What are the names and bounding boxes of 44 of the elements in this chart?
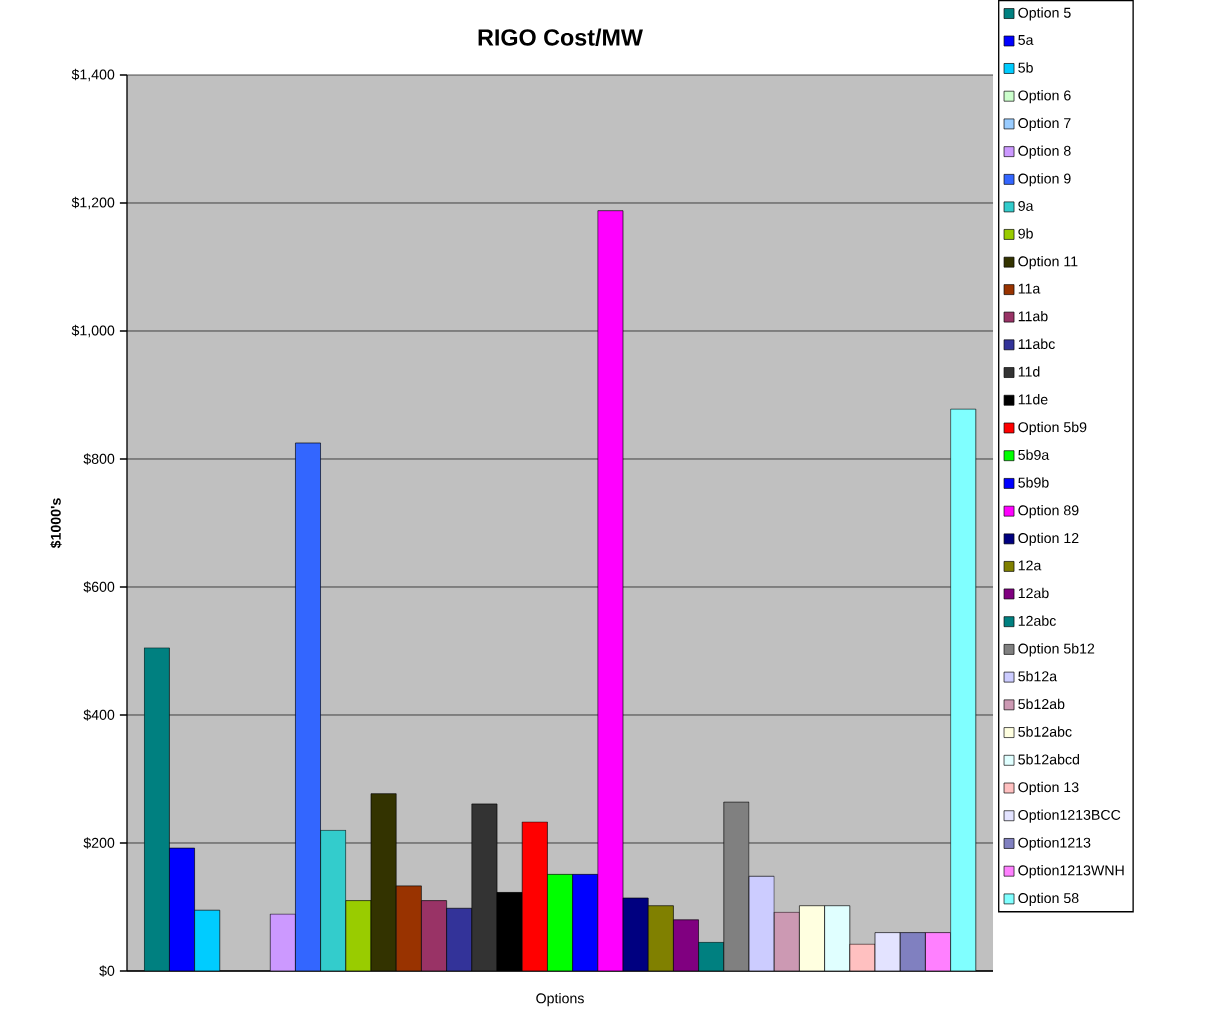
legend-label: 5b12a [1018,670,1058,682]
legend-label: 12abc [1018,615,1056,626]
legend-label: 5b12abcd [1018,754,1080,765]
legend-label: Option 7 [1018,117,1071,131]
legend-label: Option1213 [1018,837,1091,851]
y-tick-label: $1,200 [71,196,115,210]
legend-label: Option 12 [1018,532,1079,546]
x-axis-title: Options [536,992,584,1007]
legend-label: 9b [1018,228,1033,239]
legend-label: 12a [1018,560,1042,571]
legend-label: Option 5b9 [1018,421,1087,435]
legend-label: Option1213WNH [1018,864,1124,879]
legend-label: 11ab [1018,310,1048,322]
legend-label: Option 9 [1018,173,1071,187]
legend-label: 5b9a [1018,449,1050,460]
y-tick-label: $1,400 [71,68,115,82]
legend-label: Option 6 [1018,89,1071,104]
legend-label: 11a [1018,283,1041,294]
legend-label: Option 8 [1018,145,1071,159]
legend-label: Option1213BCC [1018,809,1121,823]
legend-label: 5b [1018,62,1033,73]
legend-label: 9a [1018,200,1034,211]
y-tick-label: $600 [83,581,115,593]
legend-label: 12ab [1018,587,1049,599]
legend-label: Option 58 [1018,892,1079,906]
legend-label: Option 5b12 [1018,643,1095,657]
legend-label: 11d [1018,366,1040,377]
legend-label: 5b12abc [1018,726,1072,737]
legend-label: 5a [1018,35,1034,45]
legend-label: 5b9b [1018,477,1049,488]
legend-label: Option 89 [1018,504,1079,519]
y-tick-label: $0 [99,965,115,977]
legend-label: Option 13 [1018,781,1079,796]
y-tick-label: $1,000 [71,324,115,338]
y-tick-label: $800 [83,453,115,465]
legend-label: Option 11 [1018,255,1078,270]
chart-title: RIGO Cost/MW [478,28,643,46]
y-tick-label: $200 [83,837,115,849]
legend-label: Option 5 [1018,7,1071,21]
legend-label: 11de [1018,394,1048,405]
legend-label: 5b12ab [1018,698,1065,710]
legend-label: 11abc [1018,338,1055,350]
y-tick-label: $400 [83,709,115,721]
y-axis-title: $1000's [50,498,62,549]
